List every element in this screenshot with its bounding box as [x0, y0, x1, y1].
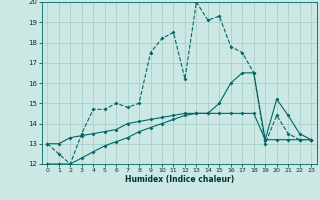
X-axis label: Humidex (Indice chaleur): Humidex (Indice chaleur): [124, 175, 234, 184]
